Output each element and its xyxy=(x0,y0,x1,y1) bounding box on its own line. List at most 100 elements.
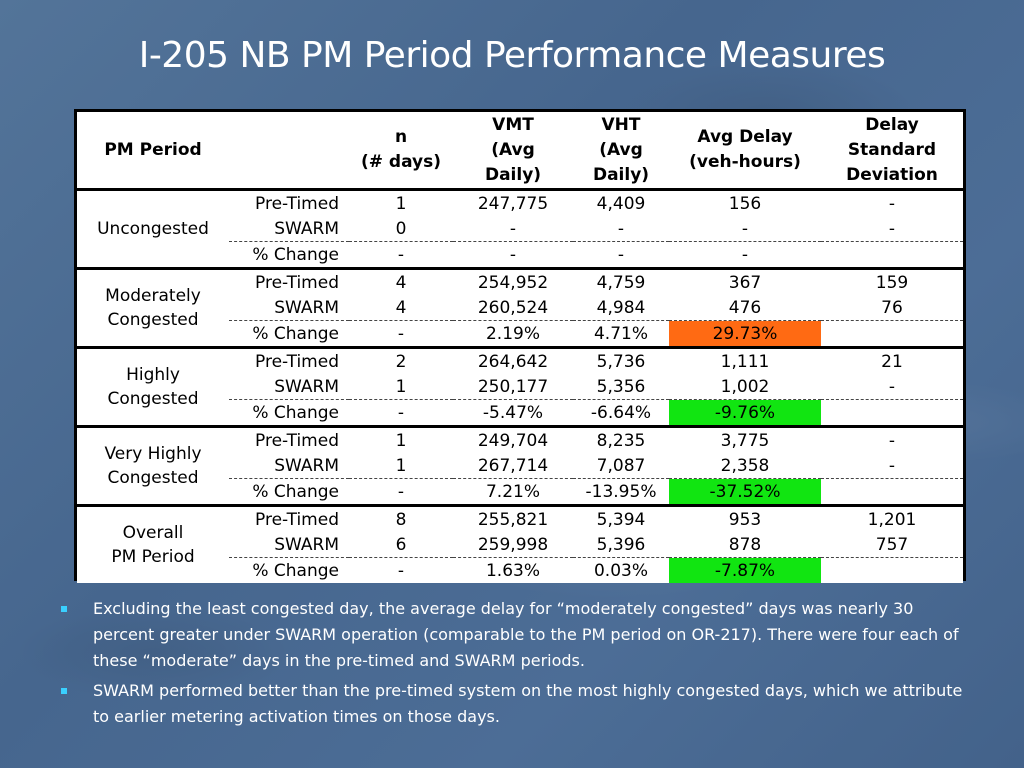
table-body: Uncongested Pre-Timed 1 247,775 4,409 156- SWA… xyxy=(77,188,963,583)
period-name-line: Congested xyxy=(107,389,199,409)
period-name-line: PM Period xyxy=(111,547,195,567)
sd-cell xyxy=(821,478,963,506)
sd-cell: - xyxy=(888,455,896,476)
n-cell: 1 xyxy=(349,425,453,453)
delay-cell: - xyxy=(669,241,821,269)
delay-cell: -7.87% xyxy=(669,557,821,583)
delay-cell: 367 xyxy=(669,267,821,295)
sd-cell: - xyxy=(821,425,963,453)
vht-cell: 5,736 xyxy=(573,346,669,374)
bullet-item: Excluding the least congested day, the a… xyxy=(57,596,977,674)
header-vmt: VMT (Avg Daily) xyxy=(484,114,542,185)
vmt-cell: 264,642 xyxy=(453,346,573,374)
header-pm-period: PM Period xyxy=(104,139,202,160)
delay-cell: 2,358 xyxy=(720,455,770,476)
delay-cell: 878 xyxy=(728,534,762,555)
measure-cell: Pre-Timed xyxy=(229,425,349,453)
n-cell: 2 xyxy=(349,346,453,374)
table-row: SWARM 1 267,714 7,087 2,358 - xyxy=(77,453,963,479)
header-measure xyxy=(229,112,349,190)
period-name-line: Congested xyxy=(107,468,199,488)
measure-cell: % Change xyxy=(229,399,349,427)
n-cell: 1 xyxy=(395,455,407,476)
measure-cell: SWARM xyxy=(274,376,339,397)
vmt-cell: 267,714 xyxy=(477,455,549,476)
vht-cell: 5,356 xyxy=(596,376,646,397)
measure-cell: SWARM xyxy=(274,534,339,555)
period-name-cell: Uncongested xyxy=(77,188,229,269)
n-cell: 4 xyxy=(349,267,453,295)
measure-cell: % Change xyxy=(229,557,349,583)
delay-cell: 476 xyxy=(728,297,762,318)
table-header-row: PM Period n (# days) VMT (Avg Daily) VHT (Av… xyxy=(77,112,963,190)
measure-cell: SWARM xyxy=(274,455,339,476)
table-row: SWARM 1 250,177 5,356 1,002 - xyxy=(77,374,963,400)
period-name-line: Overall xyxy=(122,523,184,543)
period-name-cell: Moderately Congested xyxy=(77,267,229,348)
table-row: % Change -7.21% -13.95% -37.52% xyxy=(77,478,963,506)
delay-cell: 1,111 xyxy=(669,346,821,374)
measure-cell: % Change xyxy=(229,320,349,348)
vmt-cell: 249,704 xyxy=(453,425,573,453)
table-row: SWARM 4 260,524 4,984 476 76 xyxy=(77,295,963,321)
performance-table: PM Period n (# days) VMT (Avg Daily) VHT (Av… xyxy=(77,112,963,583)
vht-cell: 0.03% xyxy=(573,557,669,583)
sd-cell: 76 xyxy=(881,297,903,318)
bullet-list: Excluding the least congested day, the a… xyxy=(57,596,977,734)
measure-cell: SWARM xyxy=(274,297,339,318)
sd-cell xyxy=(821,557,963,583)
vmt-cell: 255,821 xyxy=(453,504,573,532)
header-n: n (# days) xyxy=(360,127,442,172)
n-cell: - xyxy=(349,557,453,583)
sd-cell: 1,201 xyxy=(821,504,963,532)
table-row: % Change - - - - xyxy=(77,241,963,269)
vht-cell: 7,087 xyxy=(596,455,646,476)
n-cell: - xyxy=(349,478,453,506)
delay-cell: 1,002 xyxy=(720,376,770,397)
vmt-cell: 7.21% xyxy=(453,478,573,506)
delay-cell: 953 xyxy=(669,504,821,532)
vmt-cell: 254,952 xyxy=(453,267,573,295)
vmt-cell: - xyxy=(453,241,573,269)
sd-cell xyxy=(821,320,963,348)
vht-cell: -6.64% xyxy=(573,399,669,427)
period-name-cell: Overall PM Period xyxy=(77,504,229,583)
bullet-text: Excluding the least congested day, the a… xyxy=(93,599,959,670)
measure-cell: % Change xyxy=(229,478,349,506)
bullet-item: SWARM performed better than the pre-time… xyxy=(57,678,977,730)
period-name-line: Moderately xyxy=(105,286,201,306)
vmt-cell: 259,998 xyxy=(477,534,549,555)
sd-cell: - xyxy=(888,218,896,239)
slide-title: I-205 NB PM Period Performance Measures xyxy=(138,35,886,76)
period-name-line: Highly xyxy=(126,365,180,385)
vmt-cell: -5.47% xyxy=(453,399,573,427)
period-name-line: Very Highly xyxy=(104,444,202,464)
table-row: Highly Congested Pre-Timed 2 264,642 5,736 1,1… xyxy=(77,346,963,427)
delay-cell: 156 xyxy=(669,188,821,216)
measure-cell: Pre-Timed xyxy=(229,188,349,216)
period-name-cell: Highly Congested xyxy=(77,346,229,427)
vht-cell: 4.71% xyxy=(573,320,669,348)
sd-cell xyxy=(821,241,963,269)
vht-cell: -13.95% xyxy=(573,478,669,506)
bullet-square-icon xyxy=(61,688,67,694)
table-row: % Change - -5.47% -6.64% -9.76% xyxy=(77,399,963,427)
n-cell: - xyxy=(349,241,453,269)
vht-cell: 5,394 xyxy=(573,504,669,532)
header-delay-sd: Delay Standard Deviation xyxy=(846,114,938,185)
delay-cell: -9.76% xyxy=(669,399,821,427)
table-row: Overall PM Period Pre-Timed 8 255,821 5,394 95… xyxy=(77,504,963,583)
delay-cell: -37.52% xyxy=(669,478,821,506)
table-row: % Change -1.63% 0.03% -7.87% xyxy=(77,557,963,583)
measure-cell: Pre-Timed xyxy=(229,267,349,295)
sd-cell xyxy=(821,399,963,427)
vmt-cell: - xyxy=(509,218,517,239)
vht-cell: 4,984 xyxy=(596,297,646,318)
period-name-line: Uncongested xyxy=(97,219,209,239)
period-name-cell: Very Highly Congested xyxy=(77,425,229,506)
sd-cell: 21 xyxy=(821,346,963,374)
n-cell: 1 xyxy=(395,376,407,397)
table-row: % Change -2.19% 4.71% 29.73% xyxy=(77,320,963,348)
vht-cell: 4,409 xyxy=(573,188,669,216)
measure-cell: SWARM xyxy=(274,218,339,239)
